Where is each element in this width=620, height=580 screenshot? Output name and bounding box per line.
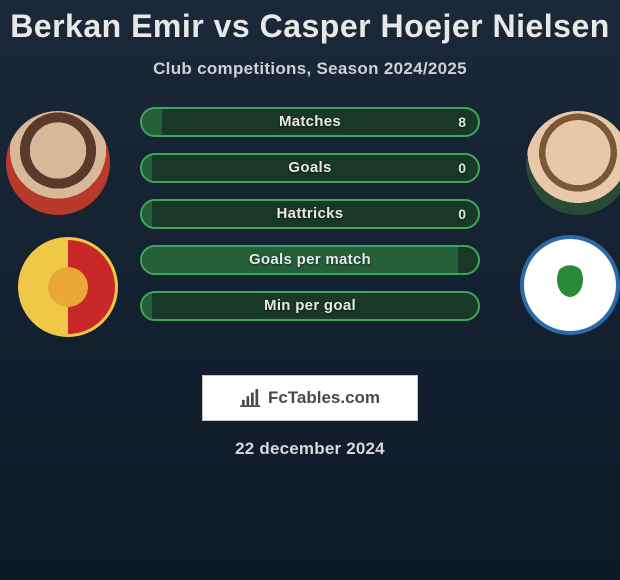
- stat-bar-label: Hattricks: [142, 201, 478, 227]
- player-left-avatar: [6, 111, 110, 215]
- stat-bar-label: Min per goal: [142, 293, 478, 319]
- club-left-badge: [18, 237, 118, 337]
- stat-bar-value: 0: [458, 155, 466, 181]
- stat-bar-label: Matches: [142, 109, 478, 135]
- stat-bar: Min per goal: [140, 291, 480, 321]
- comparison-area: Matches 8 Goals 0 Hattricks 0 Goals per …: [0, 107, 620, 367]
- player-right-avatar: [526, 111, 620, 215]
- branding-box: FcTables.com: [202, 375, 418, 421]
- club-right-badge: [520, 235, 620, 335]
- date-text: 22 december 2024: [0, 439, 620, 459]
- stat-bar: Goals 0: [140, 153, 480, 183]
- stat-bar-value: 8: [458, 109, 466, 135]
- stat-bar-label: Goals: [142, 155, 478, 181]
- stat-bar: Hattricks 0: [140, 199, 480, 229]
- stat-bars: Matches 8 Goals 0 Hattricks 0 Goals per …: [140, 107, 480, 337]
- stat-bar-label: Goals per match: [142, 247, 478, 273]
- page-title: Berkan Emir vs Casper Hoejer Nielsen: [0, 0, 620, 45]
- stat-bar: Matches 8: [140, 107, 480, 137]
- stat-bar: Goals per match: [140, 245, 480, 275]
- subtitle: Club competitions, Season 2024/2025: [0, 59, 620, 79]
- chart-icon: [240, 389, 262, 407]
- stat-bar-value: 0: [458, 201, 466, 227]
- branding-text: FcTables.com: [268, 388, 380, 408]
